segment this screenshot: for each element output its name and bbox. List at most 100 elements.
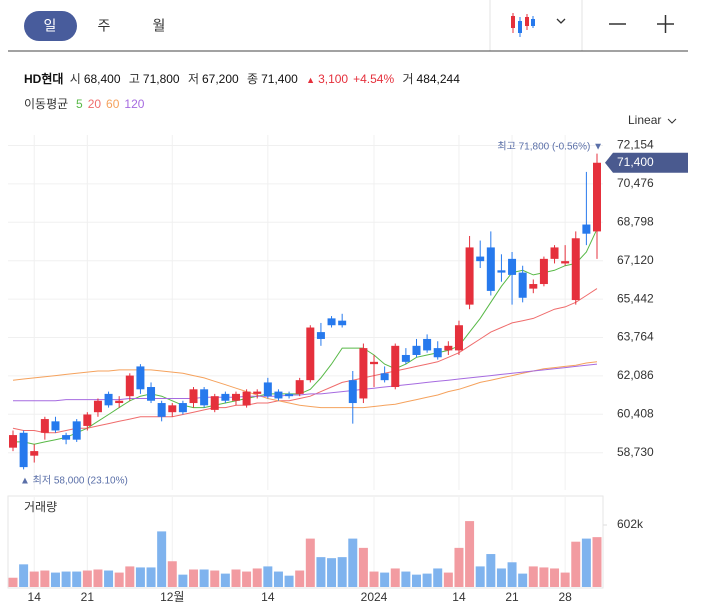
volume-bar	[518, 573, 528, 587]
volume-bar	[327, 558, 337, 587]
candle-body	[136, 366, 145, 390]
volume-bar	[242, 571, 252, 587]
ma-line	[13, 228, 598, 445]
volume-bar	[496, 568, 506, 587]
y-tick-label: 58,730	[617, 445, 654, 459]
candle-body	[582, 224, 591, 234]
volume-bar	[29, 571, 39, 587]
volume-bar	[220, 573, 230, 587]
volume-bar	[454, 547, 464, 587]
volume-bar	[93, 569, 103, 587]
x-tick-label: 14	[261, 590, 275, 604]
low-annotation: ▲ 최저 58,000 (23.10%)	[20, 475, 128, 487]
candle-body	[9, 435, 17, 448]
y-tick-label: 63,764	[617, 330, 654, 344]
volume-bar	[433, 568, 443, 587]
candle-body	[593, 162, 601, 232]
stock-name: HD현대	[24, 72, 64, 86]
y-tick-label: 68,798	[617, 214, 654, 228]
candle-body	[30, 451, 39, 456]
volume-bar	[19, 564, 29, 587]
y-tick-label: 70,476	[617, 176, 654, 190]
volume-bar	[348, 538, 358, 587]
candle-body	[518, 272, 527, 298]
value: 67,200	[202, 72, 239, 86]
legend-entry: 5	[76, 97, 83, 111]
tab[interactable]: 월	[153, 18, 166, 34]
candle-body	[380, 373, 389, 381]
volume-bar	[104, 570, 114, 587]
candle-body	[285, 393, 294, 397]
candle-body	[115, 400, 124, 404]
y-tick-label: 602k	[617, 517, 644, 531]
volume-bar	[146, 567, 156, 587]
volume-bar	[82, 570, 92, 587]
y-tick-label: 72,154	[617, 138, 654, 152]
candle-body	[444, 345, 453, 351]
volume-bar	[199, 569, 209, 587]
candle-body	[539, 258, 548, 285]
label: 종	[247, 72, 259, 86]
y-tick-label: 62,086	[617, 368, 654, 382]
candle-body	[359, 348, 368, 399]
candle-body	[465, 247, 474, 305]
volume-bar	[210, 570, 220, 587]
scale-button[interactable]: Linear	[628, 113, 661, 127]
tab[interactable]: 일	[44, 18, 57, 34]
volume-bar	[507, 562, 517, 587]
volume-bar	[592, 537, 602, 587]
volume-bar	[550, 568, 560, 587]
volume-bar	[40, 570, 50, 587]
volume-bar	[231, 569, 241, 587]
ma-line	[12, 361, 598, 409]
volume-bar	[178, 574, 188, 587]
candle-body	[104, 393, 113, 406]
volume-bar	[369, 571, 379, 587]
candle-body	[550, 247, 559, 259]
volume-bar	[263, 566, 273, 587]
tab-active-bg[interactable]	[24, 11, 77, 41]
volume-bar	[486, 554, 496, 587]
value: 71,400	[261, 72, 298, 86]
candle-body	[454, 325, 463, 351]
volume-bar	[465, 521, 475, 587]
change-pct: +4.54%	[353, 72, 395, 86]
value: 484,244	[416, 72, 460, 86]
candle-body	[51, 421, 60, 431]
y-tick-label: 60,408	[617, 406, 654, 420]
candle-body	[200, 389, 209, 406]
volume-bar	[125, 566, 135, 587]
volume-bar	[358, 547, 368, 587]
candle-body	[168, 405, 177, 413]
volume-bar	[61, 571, 71, 587]
tab[interactable]: 주	[98, 18, 111, 34]
volume-bar	[422, 573, 432, 587]
ma-line	[12, 288, 598, 434]
candle-body	[327, 318, 336, 326]
volume-bar	[135, 567, 145, 587]
x-tick-label: 2024	[361, 590, 388, 604]
candle-body	[93, 400, 102, 413]
volume-title: 거래량	[24, 500, 57, 514]
volume-bar	[528, 566, 538, 587]
volume-bar	[50, 572, 60, 587]
candle-body	[242, 391, 251, 406]
label: 시	[69, 72, 81, 86]
label: 고	[128, 72, 140, 86]
value: 68,400	[83, 72, 121, 86]
dropdown[interactable]	[556, 18, 566, 24]
chart-type-button[interactable]	[511, 13, 535, 37]
candle-body	[19, 432, 28, 468]
scale-dropdown[interactable]	[667, 118, 677, 124]
candle-body	[62, 435, 71, 440]
candle-body	[497, 270, 506, 273]
candle-body	[253, 391, 262, 394]
candle-body	[391, 345, 400, 388]
volume-bar	[157, 531, 167, 587]
candle-body	[189, 389, 198, 404]
ma-line	[13, 363, 598, 402]
candle-body	[178, 403, 187, 413]
candle-body	[210, 396, 219, 410]
zoom-in[interactable]	[657, 15, 674, 33]
